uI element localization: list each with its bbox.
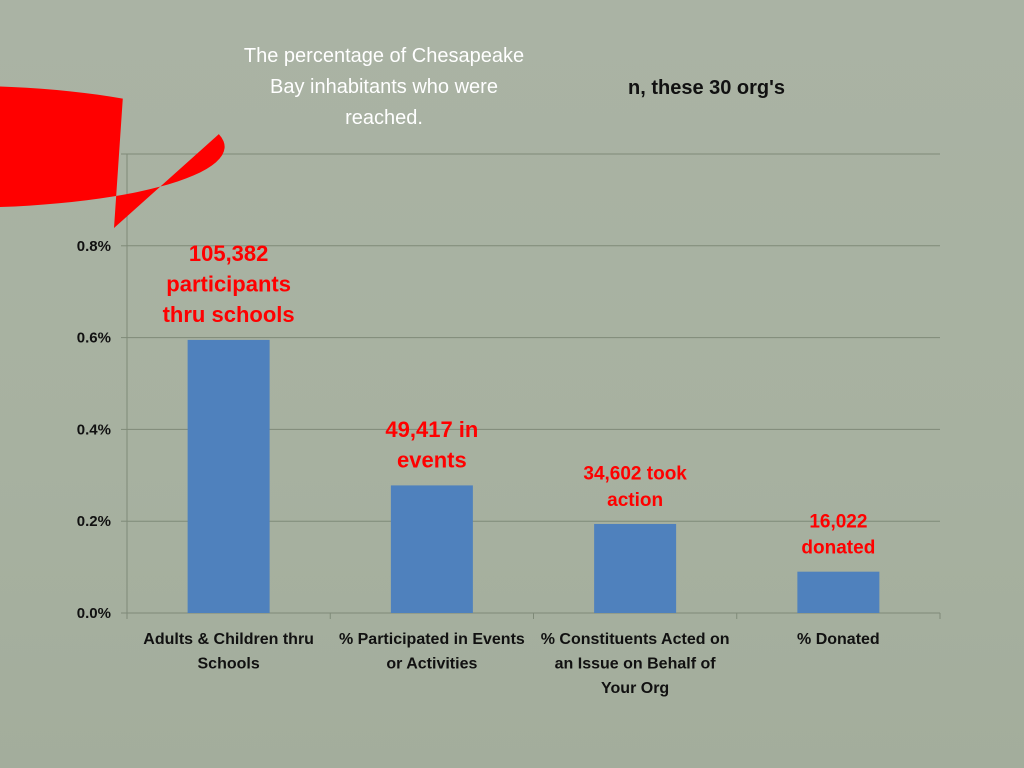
x-category-label: Your Org: [601, 680, 669, 697]
y-tick-label: 0.6%: [77, 330, 111, 347]
callout-text: reached.: [345, 107, 423, 129]
x-axis-category-labels: Adults & Children thru Schools % Participa…: [143, 631, 879, 697]
x-category-label: Schools: [198, 656, 260, 673]
data-label: 16,022: [809, 511, 867, 532]
chart-title: n, these 30 org's: [628, 77, 785, 99]
data-label: thru schools: [163, 302, 295, 327]
x-category-label: % Participated in Events: [339, 631, 525, 648]
bar: [187, 339, 270, 613]
bars: [187, 339, 880, 613]
y-tick-label: 0.2%: [77, 513, 111, 530]
data-label: 34,602 took: [583, 464, 687, 485]
data-label: 49,417 in: [385, 417, 478, 442]
callout-text: Bay inhabitants who were: [270, 76, 498, 98]
data-label: 105,382: [189, 241, 269, 266]
x-category-label: Adults & Children thru: [143, 631, 314, 648]
x-category-label: an Issue on Behalf of: [555, 656, 717, 673]
data-label: events: [397, 447, 467, 472]
callout-text: The percentage of Chesapeake: [244, 45, 524, 67]
y-tick-label: 0.4%: [77, 421, 111, 438]
callout-shape: [0, 86, 225, 228]
callout-bubble: The percentage of Chesapeake Bay inhabita…: [0, 45, 524, 228]
bar: [390, 485, 473, 613]
data-label: participants: [166, 272, 291, 297]
y-axis-tick-labels: 0.0%0.2%0.4%0.6%0.8%1.0%: [77, 146, 111, 622]
data-labels: 105,382 participants thru schools 49,417 in…: [163, 241, 876, 559]
data-label: donated: [801, 538, 875, 559]
y-tick-label: 0.8%: [77, 238, 111, 255]
data-label: action: [607, 490, 663, 511]
x-category-label: % Donated: [797, 631, 880, 648]
x-category-label: or Activities: [386, 656, 477, 673]
bar: [594, 523, 677, 613]
y-tick-label: 0.0%: [77, 605, 111, 622]
x-category-label: % Constituents Acted on: [541, 631, 730, 648]
bar: [797, 571, 880, 613]
